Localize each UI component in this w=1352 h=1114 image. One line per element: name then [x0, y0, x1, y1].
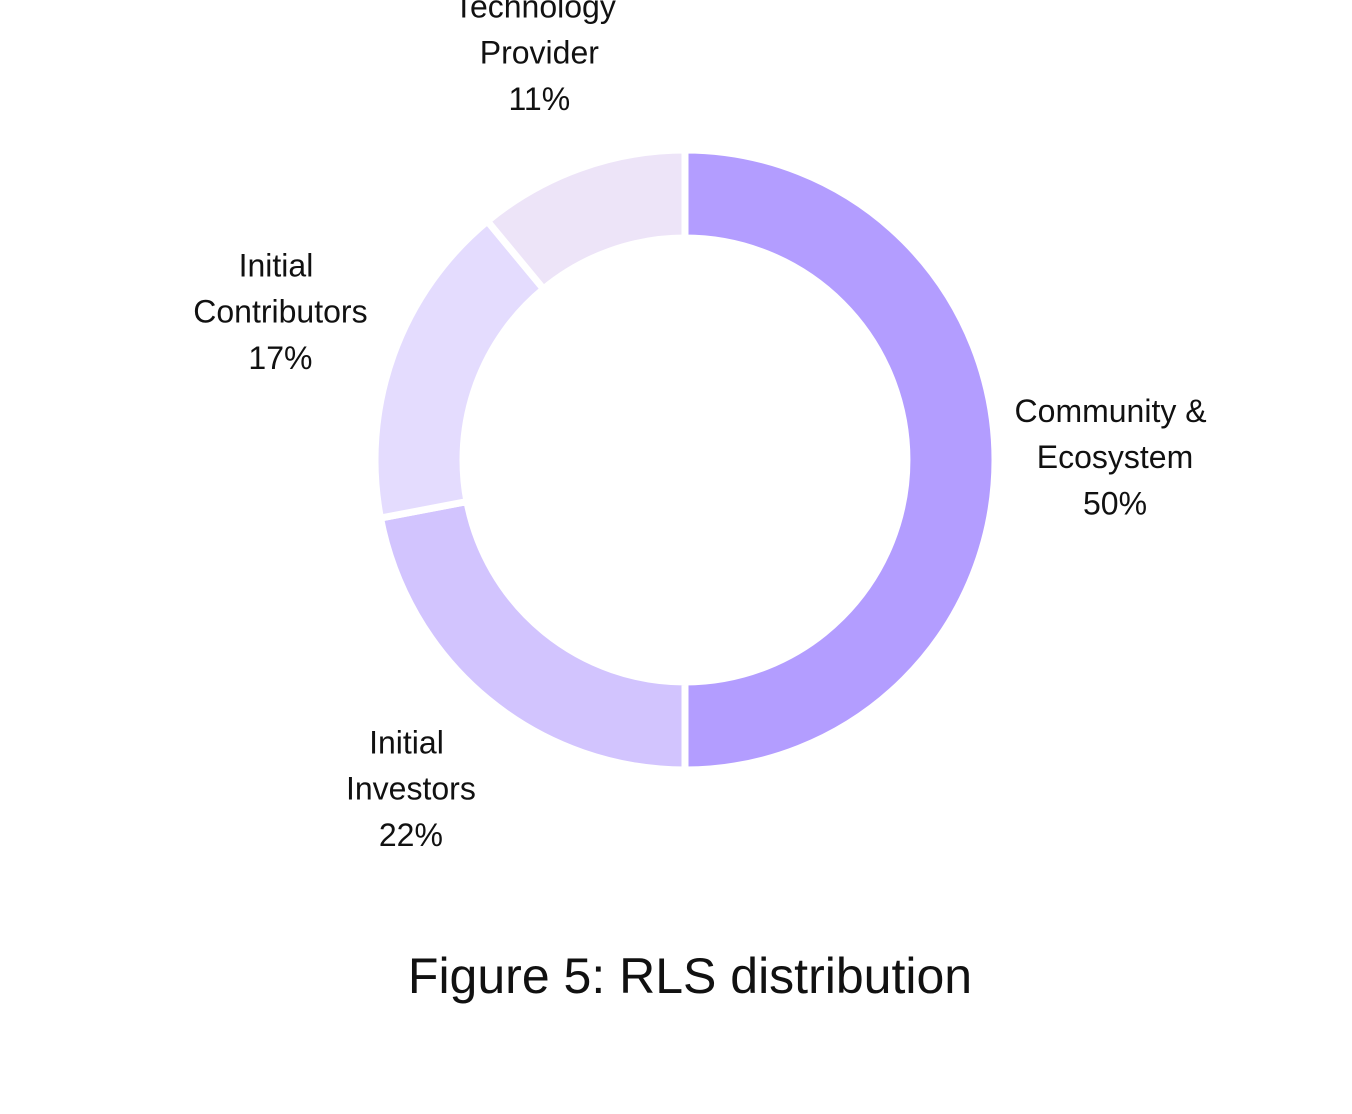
donut-segment: [376, 497, 689, 774]
category-label: Initial Investors: [346, 725, 476, 807]
value-label: 17%: [248, 340, 312, 376]
value-label: 11%: [509, 81, 571, 117]
chart-title: Figure 5: RLS distribution: [408, 948, 972, 1004]
category-label: Technology Provider: [454, 0, 625, 71]
value-label: 22%: [379, 817, 443, 853]
donut-segment: [482, 146, 689, 294]
value-label: 50%: [1083, 485, 1147, 521]
donut-segment: [681, 146, 999, 774]
category-label: Initial Contributors: [193, 248, 367, 330]
category-label: Community & Ecosystem: [1015, 393, 1216, 475]
donut-segment: [371, 216, 549, 523]
